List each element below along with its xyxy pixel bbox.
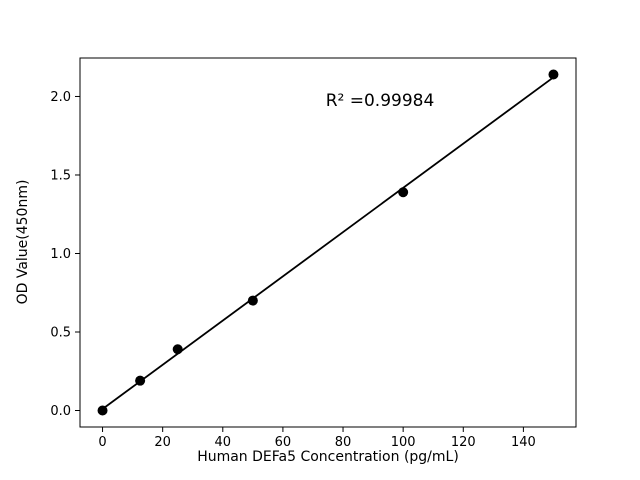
x-tick-label: 100 [391,435,416,450]
x-tick-label: 20 [154,435,171,450]
plot-layer: 0 20 40 60 80 100 120 140 0.0 0.5 1.0 1.5 2.0 [50,57,577,450]
y-tick-label: 0.0 [50,404,71,419]
x-tick-label: 80 [335,435,352,450]
data-point [97,405,108,416]
data-point [548,69,559,80]
y-tick-label: 2.0 [50,90,71,105]
data-point [135,375,146,386]
data-point [172,344,183,355]
x-tick-label: 60 [275,435,292,450]
x-tick-label: 140 [511,435,536,450]
y-tick-label: 1.0 [50,247,71,262]
y-tick-label: 0.5 [50,326,71,341]
r-squared-annotation: R² =0.99984 [326,91,435,111]
data-point [247,295,258,306]
x-axis-label: Human DEFa5 Concentration (pg/mL) [197,449,459,465]
y-axis-label: OD Value(450nm) [15,180,31,305]
x-tick-label: 120 [451,435,476,450]
x-tick-label: 40 [215,435,232,450]
y-tick-label: 1.5 [50,168,71,183]
axes-frame [79,57,577,428]
data-point [398,187,409,198]
x-tick-label: 0 [98,435,106,450]
